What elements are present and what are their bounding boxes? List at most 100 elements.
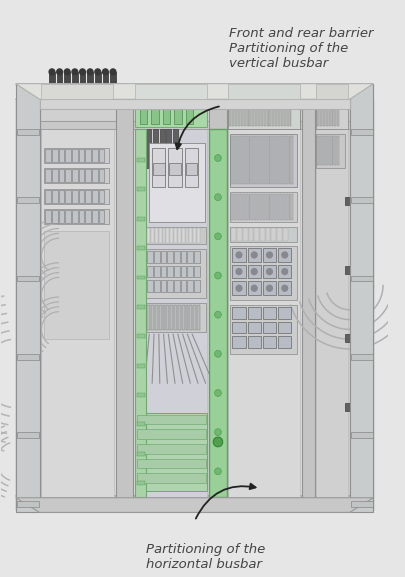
Bar: [280, 194, 282, 220]
Polygon shape: [116, 95, 137, 99]
Bar: [92, 169, 98, 182]
Bar: [228, 89, 300, 129]
Bar: [167, 280, 173, 292]
Bar: [45, 149, 51, 162]
Bar: [178, 305, 181, 331]
Bar: [45, 190, 51, 203]
Bar: [87, 72, 93, 93]
Bar: [280, 136, 282, 185]
Bar: [243, 227, 247, 241]
Bar: [161, 280, 166, 292]
Bar: [151, 92, 159, 123]
Bar: [181, 251, 186, 263]
Bar: [17, 129, 38, 134]
Bar: [159, 227, 162, 243]
Bar: [185, 227, 188, 243]
Bar: [254, 227, 259, 241]
Bar: [173, 129, 178, 168]
Bar: [102, 72, 108, 93]
Bar: [168, 148, 182, 188]
Bar: [249, 136, 250, 185]
Bar: [147, 249, 206, 298]
Bar: [337, 92, 339, 126]
Bar: [167, 266, 173, 278]
Bar: [137, 188, 145, 192]
Bar: [137, 481, 145, 485]
Polygon shape: [209, 95, 230, 99]
Bar: [240, 194, 242, 220]
Bar: [316, 84, 348, 99]
Bar: [163, 92, 170, 123]
Bar: [275, 92, 277, 126]
Bar: [79, 149, 84, 162]
Bar: [194, 280, 200, 292]
Bar: [49, 72, 55, 93]
Bar: [147, 227, 150, 243]
Bar: [252, 136, 253, 185]
Bar: [269, 92, 271, 126]
Bar: [260, 194, 262, 220]
Bar: [149, 143, 205, 222]
Bar: [16, 84, 40, 512]
Bar: [238, 92, 240, 126]
Bar: [65, 210, 71, 223]
Bar: [320, 92, 322, 126]
Bar: [263, 248, 276, 262]
Bar: [85, 190, 91, 203]
Bar: [79, 210, 84, 223]
Bar: [155, 305, 158, 331]
Bar: [283, 194, 285, 220]
Bar: [289, 136, 290, 185]
Bar: [263, 307, 276, 319]
Bar: [252, 194, 253, 220]
Bar: [188, 251, 193, 263]
Bar: [247, 265, 261, 279]
Circle shape: [95, 69, 100, 75]
Bar: [17, 432, 38, 438]
Bar: [40, 99, 350, 109]
Bar: [197, 227, 200, 243]
Bar: [52, 149, 58, 162]
Bar: [247, 282, 261, 295]
Bar: [99, 169, 104, 182]
Bar: [271, 136, 273, 185]
Bar: [155, 227, 158, 243]
Bar: [154, 251, 160, 263]
Bar: [153, 163, 164, 175]
Bar: [345, 197, 356, 205]
Bar: [152, 148, 166, 188]
Bar: [237, 227, 242, 241]
Polygon shape: [302, 95, 318, 99]
Bar: [40, 499, 350, 511]
Bar: [147, 305, 150, 331]
Bar: [72, 72, 78, 93]
Circle shape: [80, 69, 85, 75]
Bar: [137, 422, 145, 426]
Bar: [272, 92, 274, 126]
Bar: [232, 248, 246, 262]
Bar: [266, 136, 268, 185]
Bar: [44, 209, 109, 224]
Polygon shape: [16, 84, 373, 99]
Bar: [174, 266, 180, 278]
Polygon shape: [302, 99, 315, 511]
Bar: [64, 72, 70, 93]
Bar: [229, 92, 231, 126]
Bar: [52, 169, 58, 182]
Polygon shape: [16, 85, 373, 99]
Bar: [178, 227, 181, 243]
Bar: [266, 194, 268, 220]
Bar: [92, 190, 98, 203]
Bar: [228, 129, 300, 497]
Bar: [244, 92, 246, 126]
Bar: [137, 158, 145, 162]
Bar: [274, 136, 276, 185]
Bar: [232, 265, 246, 279]
Bar: [230, 227, 297, 242]
Bar: [230, 246, 297, 300]
Bar: [135, 413, 207, 491]
Bar: [193, 305, 196, 331]
Bar: [277, 136, 279, 185]
Bar: [59, 149, 64, 162]
Bar: [45, 169, 51, 182]
